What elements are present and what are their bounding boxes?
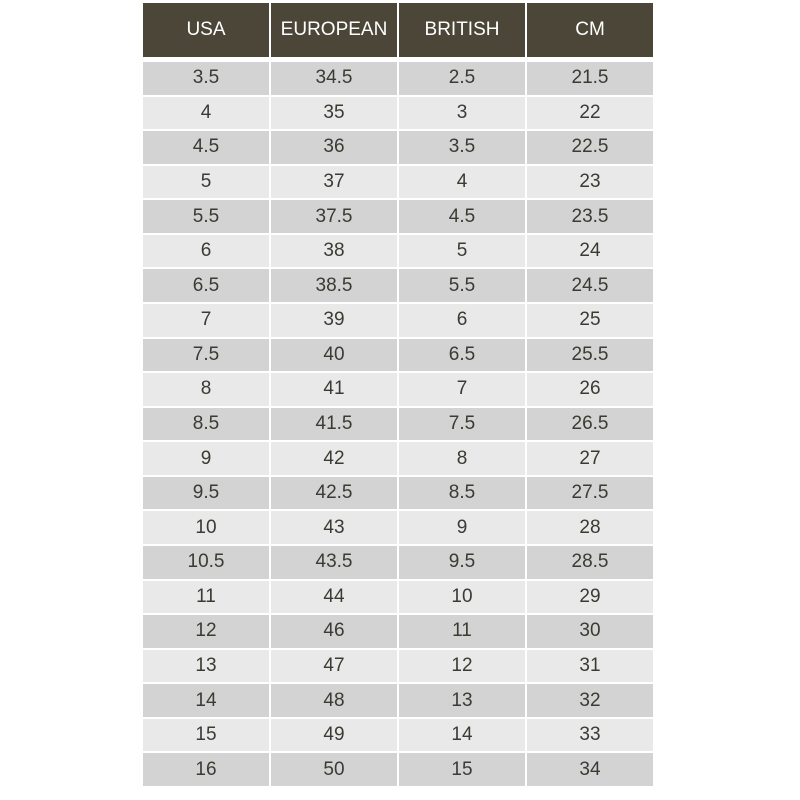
table-cell: 37.5 [271, 200, 397, 233]
table-cell: 11 [143, 580, 269, 614]
table-cell: 15 [399, 753, 525, 786]
table-cell: 24.5 [527, 269, 653, 302]
table-cell: 27 [527, 442, 653, 475]
table-cell: 22 [527, 96, 653, 130]
table-cell: 25 [527, 303, 653, 337]
table-cell: 8.5 [399, 476, 525, 510]
table-cell: 3.5 [399, 131, 525, 164]
table-cell: 4 [399, 165, 525, 199]
table-cell: 13 [143, 649, 269, 683]
table-cell: 8 [143, 373, 269, 406]
table-cell: 4 [143, 96, 269, 130]
table-cell: 4.5 [399, 200, 525, 233]
table-cell: 15 [143, 718, 269, 752]
table-cell: 44 [271, 580, 397, 614]
table-cell: 12 [399, 649, 525, 683]
table-cell: 11 [399, 615, 525, 648]
table-cell: 23 [527, 165, 653, 199]
table-cell: 33 [527, 718, 653, 752]
table-cell: 31 [527, 649, 653, 683]
column-header: USA [143, 3, 269, 57]
table-cell: 29 [527, 580, 653, 614]
table-cell: 26.5 [527, 407, 653, 441]
table-cell: 42.5 [271, 476, 397, 510]
table-cell: 7 [399, 373, 525, 406]
table-cell: 26 [527, 373, 653, 406]
table-cell: 43 [271, 511, 397, 544]
table-cell: 46 [271, 615, 397, 648]
table-cell: 40 [271, 338, 397, 372]
table-cell: 38 [271, 234, 397, 268]
table-cell: 3 [399, 96, 525, 130]
table-cell: 37 [271, 165, 397, 199]
table-cell: 14 [143, 684, 269, 717]
table-cell: 9.5 [143, 476, 269, 510]
table-cell: 6.5 [143, 269, 269, 302]
table-cell: 3.5 [143, 62, 269, 95]
table-cell: 41.5 [271, 407, 397, 441]
table-cell: 9.5 [399, 545, 525, 579]
table-cell: 25.5 [527, 338, 653, 372]
table-cell: 28 [527, 511, 653, 544]
table-cell: 5.5 [399, 269, 525, 302]
table-cell: 10 [399, 580, 525, 614]
table-cell: 48 [271, 684, 397, 717]
table-cell: 6 [143, 234, 269, 268]
table-cell: 27.5 [527, 476, 653, 510]
table-cell: 38.5 [271, 269, 397, 302]
table-cell: 30 [527, 615, 653, 648]
column-header: CM [527, 3, 653, 57]
table-cell: 5.5 [143, 200, 269, 233]
table-cell: 2.5 [399, 62, 525, 95]
table-cell: 35 [271, 96, 397, 130]
table-cell: 43.5 [271, 545, 397, 579]
column-header: EUROPEAN [271, 3, 397, 57]
table-cell: 23.5 [527, 200, 653, 233]
table-cell: 9 [399, 511, 525, 544]
table-cell: 5 [399, 234, 525, 268]
table-cell: 7.5 [143, 338, 269, 372]
table-cell: 21.5 [527, 62, 653, 95]
table-cell: 16 [143, 753, 269, 786]
table-cell: 50 [271, 753, 397, 786]
table-cell: 24 [527, 234, 653, 268]
table-cell: 14 [399, 718, 525, 752]
table-cell: 13 [399, 684, 525, 717]
table-cell: 34.5 [271, 62, 397, 95]
table-cell: 39 [271, 303, 397, 337]
table-cell: 42 [271, 442, 397, 475]
table-cell: 22.5 [527, 131, 653, 164]
column-header: BRITISH [399, 3, 525, 57]
table-cell: 8.5 [143, 407, 269, 441]
table-cell: 4.5 [143, 131, 269, 164]
table-cell: 41 [271, 373, 397, 406]
table-cell: 8 [399, 442, 525, 475]
table-cell: 6.5 [399, 338, 525, 372]
table-cell: 32 [527, 684, 653, 717]
table-cell: 28.5 [527, 545, 653, 579]
table-cell: 7.5 [399, 407, 525, 441]
table-cell: 6 [399, 303, 525, 337]
table-cell: 47 [271, 649, 397, 683]
table-cell: 10.5 [143, 545, 269, 579]
table-cell: 9 [143, 442, 269, 475]
table-cell: 10 [143, 511, 269, 544]
table-cell: 5 [143, 165, 269, 199]
table-cell: 12 [143, 615, 269, 648]
table-cell: 34 [527, 753, 653, 786]
table-cell: 49 [271, 718, 397, 752]
table-cell: 36 [271, 131, 397, 164]
table-cell: 7 [143, 303, 269, 337]
